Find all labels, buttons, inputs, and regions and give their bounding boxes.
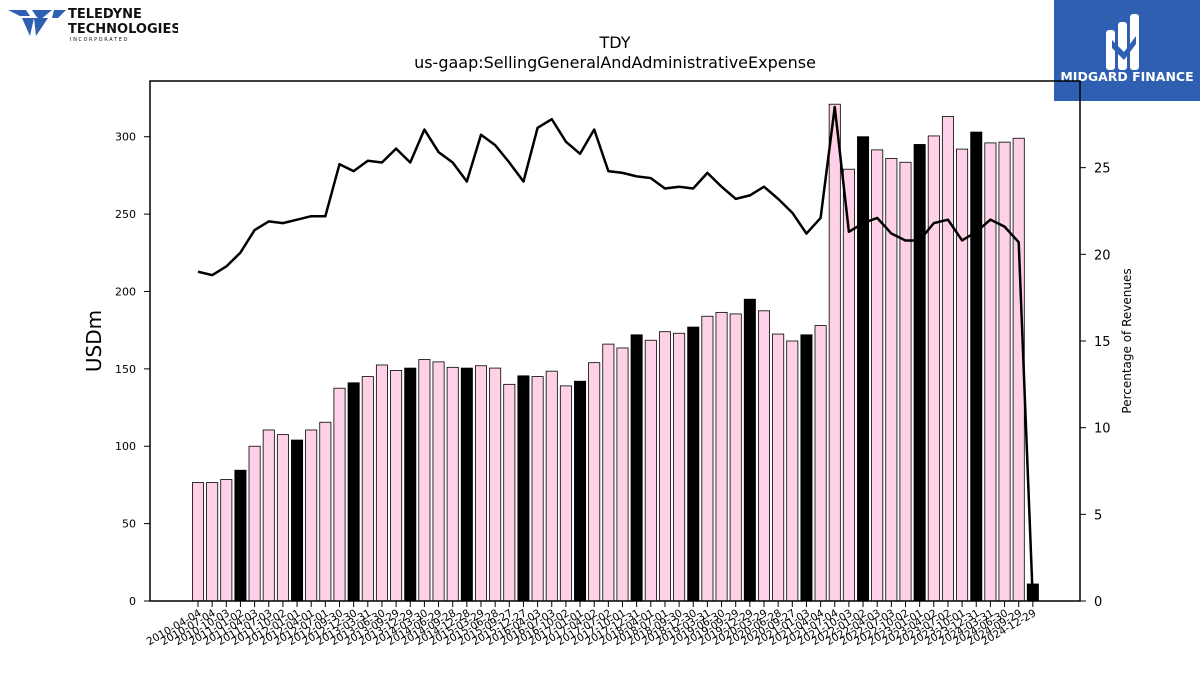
bar-2016-07-03 [545, 370, 558, 602]
bar-2018-07-01 [658, 331, 671, 602]
chart-title: TDY [599, 33, 631, 52]
bar-2023-01-01 [913, 144, 926, 602]
bar-2019-09-29 [729, 313, 742, 602]
bar-2020-06-28 [772, 333, 785, 602]
bar-2021-10-03 [842, 168, 855, 602]
bar-2023-07-02 [941, 116, 954, 602]
bar-2016-10-02 [559, 385, 572, 602]
bar-2023-12-31 [970, 131, 983, 602]
bar-2021-01-03 [800, 334, 813, 602]
teledyne-emblem-icon: TELEDYNE TECHNOLOGIES I N C O R P O R A … [8, 7, 181, 43]
y2-tick-label: 25 [1094, 162, 1111, 177]
bar-2018-09-30 [673, 332, 686, 602]
y2-tick-label: 10 [1094, 422, 1111, 437]
bar-2020-09-27 [786, 340, 799, 602]
bar-2018-04-01 [644, 339, 657, 602]
midgard-finance-logo: MIDGARD FINANCE [1054, 0, 1200, 101]
bar-2017-12-31 [630, 334, 643, 602]
bar-2016-04-03 [531, 376, 544, 602]
bar-2011-07-03 [262, 429, 275, 602]
bar-2010-07-04 [206, 482, 219, 602]
bar-2012-01-01 [291, 439, 304, 602]
teledyne-logo: TELEDYNE TECHNOLOGIES I N C O R P O R A … [8, 6, 181, 46]
bar-2022-01-02 [857, 136, 870, 602]
bar-2012-04-01 [305, 429, 318, 602]
bar-2014-09-28 [446, 366, 459, 602]
y2-tick-label: 20 [1094, 248, 1111, 263]
bar-2014-03-30 [418, 359, 431, 602]
bar-2017-01-01 [574, 380, 587, 602]
bar-2021-07-04 [828, 103, 841, 602]
bar-2010-04-04 [191, 482, 204, 602]
y-tick-label: 250 [115, 208, 136, 221]
bar-2015-12-27 [517, 375, 530, 602]
chart-subtitle: us-gaap:SellingGeneralAndAdministrativeE… [414, 53, 816, 72]
bar-2017-10-01 [616, 347, 629, 602]
bar-2024-03-31 [984, 142, 997, 602]
bar-2021-04-04 [814, 325, 827, 602]
y2-tick-label: 0 [1094, 595, 1102, 610]
logo-line-1: TELEDYNE [68, 7, 142, 22]
bar-2020-03-29 [758, 310, 771, 602]
y2-axis-label: Percentage of Revenues [1120, 268, 1134, 413]
bar-2011-01-02 [234, 469, 247, 602]
midgard-name: MIDGARD FINANCE [1060, 69, 1193, 84]
bar-2023-10-01 [956, 148, 969, 602]
bar-2023-04-02 [927, 135, 940, 602]
y-tick-label: 300 [115, 131, 136, 144]
y2-tick-label: 15 [1094, 335, 1111, 350]
y-axis-label: USDm [82, 310, 106, 372]
bar-2015-03-29 [474, 365, 487, 602]
bar-2022-07-03 [885, 157, 898, 602]
y-tick-label: 50 [122, 518, 136, 531]
bar-2017-04-02 [588, 362, 601, 602]
y2-tick-label: 5 [1094, 508, 1102, 523]
midgard-emblem-icon: MIDGARD FINANCE [1060, 14, 1194, 84]
bar-2012-12-30 [347, 382, 360, 602]
bar-2014-06-29 [432, 361, 445, 602]
bar-2014-12-28 [460, 367, 473, 602]
bar-2013-06-30 [375, 364, 388, 602]
logo-line-3: I N C O R P O R A T E D [70, 37, 128, 43]
y-tick-label: 150 [115, 363, 136, 376]
bar-2012-07-01 [319, 421, 332, 602]
bar-2019-12-29 [743, 298, 756, 602]
bar-2019-06-30 [715, 311, 728, 602]
bar-2012-09-30 [333, 387, 346, 602]
bar-2011-10-02 [276, 434, 289, 602]
bar-2019-03-31 [701, 315, 714, 602]
plot-frame [149, 80, 1081, 602]
bar-2013-12-29 [404, 367, 417, 602]
line-percentage-of-revenues [197, 105, 1035, 602]
bar-2010-10-03 [220, 479, 233, 602]
y-tick-label: 0 [129, 595, 136, 608]
bar-2013-03-31 [361, 376, 374, 602]
bar-2013-09-29 [390, 369, 403, 602]
y-tick-label: 200 [115, 285, 136, 298]
y-tick-label: 100 [115, 440, 136, 453]
bar-2015-09-27 [503, 383, 516, 602]
bar-2017-07-02 [602, 343, 615, 602]
bar-2015-06-28 [489, 367, 502, 602]
bar-2024-06-30 [998, 141, 1011, 602]
bar-2011-04-03 [248, 445, 261, 602]
bar-2018-12-30 [687, 326, 700, 602]
logo-line-2: TECHNOLOGIES [68, 22, 178, 37]
bar-2022-10-02 [899, 161, 912, 602]
